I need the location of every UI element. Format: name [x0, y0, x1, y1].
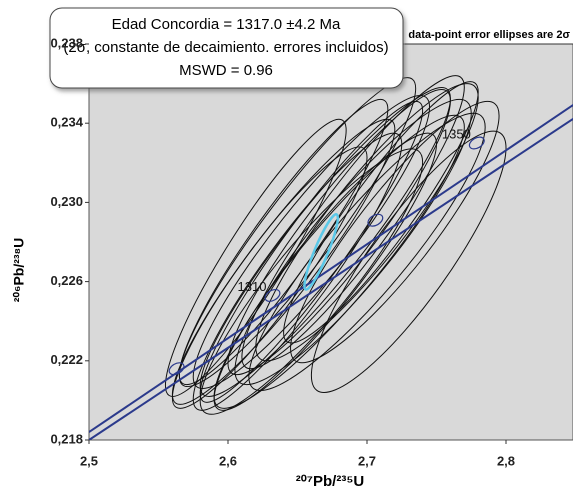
- note: data-point error ellipses are 2σ: [408, 29, 570, 41]
- x-tick-label: 2,6: [219, 453, 237, 468]
- age-label: 1310: [238, 279, 267, 294]
- concordia-line: [89, 103, 573, 433]
- y-axis-label: ²⁰⁶Pb/²³⁸U: [11, 238, 27, 303]
- y-tick-label: 0,226: [50, 273, 83, 288]
- data-ellipse: [241, 75, 465, 370]
- data-ellipse: [192, 132, 403, 411]
- y-tick-label: 0,238: [50, 35, 83, 50]
- x-axis-label: ²⁰⁷Pb/²³⁵U: [296, 473, 364, 490]
- y-tick-label: 0,230: [50, 194, 83, 209]
- concordia-line: [89, 117, 573, 440]
- x-tick-label: 2,5: [80, 453, 98, 468]
- data-ellipse: [290, 100, 500, 364]
- title: Edad Concordia = 1317.0 ±4.2 Ma: [112, 16, 341, 33]
- age-marker: [264, 288, 281, 302]
- data-ellipse: [178, 77, 417, 388]
- plot-layer: [89, 75, 573, 440]
- age-label: 1350: [442, 126, 471, 141]
- data-ellipse: [178, 98, 389, 386]
- data-ellipse: [213, 132, 437, 411]
- age-marker: [168, 362, 185, 376]
- x-tick-label: 2,8: [497, 453, 515, 468]
- y-tick-label: 0,234: [50, 115, 83, 130]
- mean-ellipse: [303, 213, 340, 291]
- result-box: [49, 7, 404, 89]
- front-layer: 1310 1350: [238, 126, 471, 293]
- age-marker: [367, 213, 384, 227]
- x-tick-label: 2,7: [358, 453, 376, 468]
- mswd: MSWD = 0.96: [179, 62, 273, 79]
- data-ellipse: [213, 114, 465, 409]
- data-ellipse: [171, 146, 368, 409]
- data-ellipse: [199, 100, 424, 403]
- y-tick-label: 0,222: [50, 352, 83, 367]
- age-marker: [468, 136, 485, 150]
- data-ellipse: [199, 148, 424, 415]
- subtitle: (2σ, constante de decaimiento. errores i…: [63, 39, 388, 56]
- y-tick-label: 0,218: [50, 431, 83, 446]
